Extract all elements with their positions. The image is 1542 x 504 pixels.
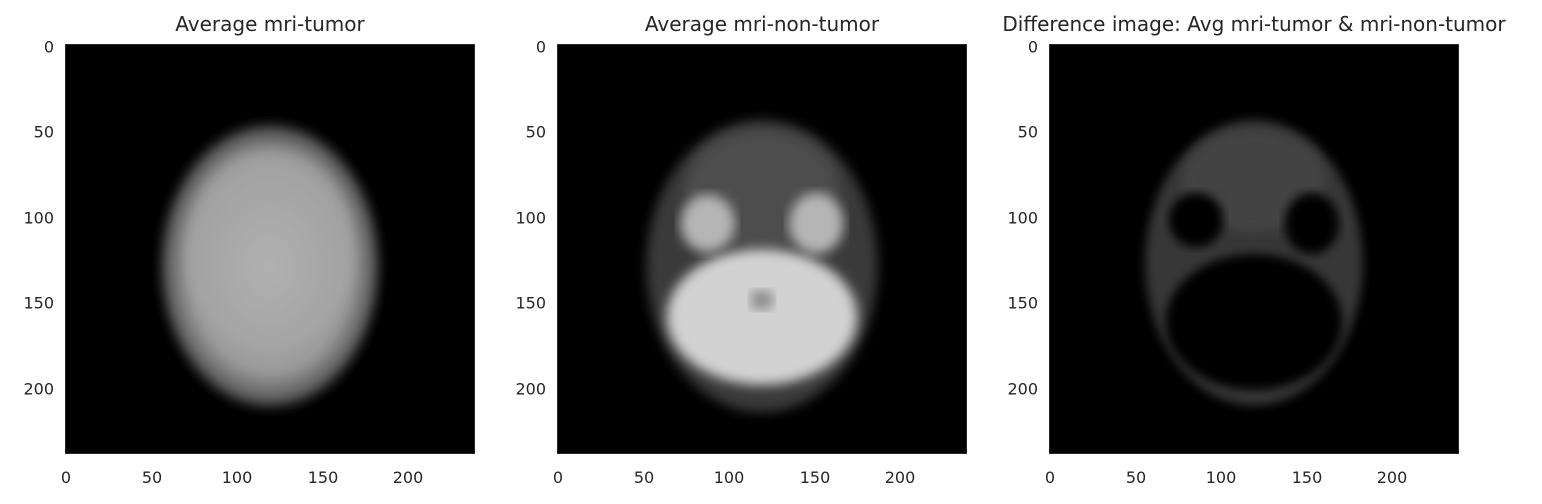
x-tick-label: 0 — [1044, 468, 1056, 487]
x-tick-label: 0 — [60, 468, 72, 487]
y-tick-label: 50 — [33, 122, 54, 142]
x-tick-label: 100 — [221, 468, 253, 487]
panel-difference-image: Difference image: Avg mri-tumor & mri-no… — [984, 0, 1542, 504]
y-tick-label: 150 — [1007, 293, 1038, 313]
panel-average-non-tumor: Average mri-non-tumor 0 50 100 150 200 0… — [492, 0, 992, 504]
y-tick-label: 150 — [515, 293, 546, 313]
x-tick-label: 0 — [552, 468, 564, 487]
x-tick-label: 200 — [392, 468, 424, 487]
y-tick-label: 100 — [515, 208, 546, 228]
x-tick-label: 100 — [1205, 468, 1237, 487]
y-tick-label: 0 — [1027, 37, 1038, 57]
y-tick-label: 50 — [525, 122, 546, 142]
x-tick-label: 50 — [1125, 468, 1147, 487]
x-tick-label: 150 — [307, 468, 339, 487]
x-tick-label: 200 — [884, 468, 916, 487]
y-tick-label: 150 — [23, 293, 54, 313]
panel-title: Average mri-tumor — [175, 12, 365, 36]
panel-average-tumor: Average mri-tumor 0 50 100 150 200 0 50 … — [0, 0, 500, 504]
y-tick-label: 50 — [1017, 122, 1038, 142]
y-tick-label: 0 — [43, 37, 54, 57]
image-average-tumor — [65, 44, 475, 454]
y-tick-label: 200 — [23, 379, 54, 399]
x-tick-label: 200 — [1376, 468, 1408, 487]
x-tick-label: 150 — [1291, 468, 1323, 487]
y-tick-label: 200 — [515, 379, 546, 399]
image-difference — [1049, 44, 1459, 454]
x-tick-label: 50 — [633, 468, 655, 487]
panel-title: Difference image: Avg mri-tumor & mri-no… — [1002, 12, 1506, 36]
y-tick-label: 100 — [1007, 208, 1038, 228]
y-tick-label: 200 — [1007, 379, 1038, 399]
image-average-non-tumor — [557, 44, 967, 454]
x-tick-label: 50 — [141, 468, 163, 487]
y-tick-label: 100 — [23, 208, 54, 228]
x-tick-label: 100 — [713, 468, 745, 487]
y-tick-label: 0 — [535, 37, 546, 57]
x-tick-label: 150 — [799, 468, 831, 487]
panel-title: Average mri-non-tumor — [644, 12, 880, 36]
